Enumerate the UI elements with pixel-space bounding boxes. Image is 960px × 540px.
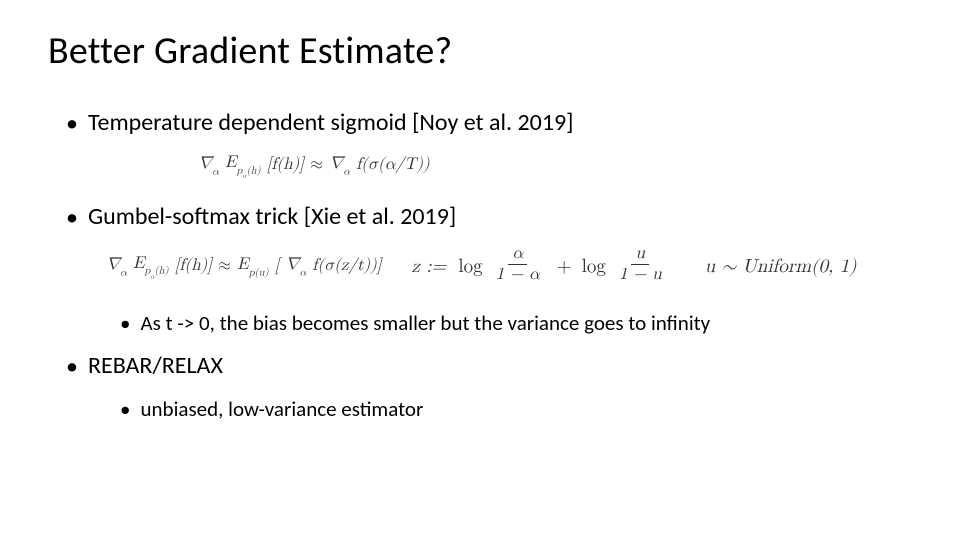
bullet-text: Gumbel-softmax trick [Xie et al. 2019]	[88, 202, 456, 231]
formula-sigmoid: ∇α Epα(h) [f(h)] ≈ ∇α f(σ(α/T))	[48, 153, 912, 178]
bullet-rebar-note: • unbiased, low-variance estimator	[120, 396, 912, 423]
bullet-gumbel-note: • As t -> 0, the bias becomes smaller bu…	[120, 310, 912, 337]
bullet-dot-icon: •	[66, 108, 78, 139]
formula-z-definition: z := log α 1 − α + log u 1 − u	[412, 247, 669, 286]
formula-u-definition: u ∼ Uniform(0, 1)	[705, 255, 857, 278]
bullet-dot-icon: •	[66, 202, 78, 233]
bullet-dot-icon: •	[120, 310, 130, 337]
slide-title: Better Gradient Estimate?	[48, 28, 912, 74]
formula-gumbel-gradient: ∇α Epα(h) [f(h)] ≈ Ep(u) [ ∇α f(σ(z/t))]	[106, 254, 382, 279]
bullet-temperature-sigmoid: • Temperature dependent sigmoid [Noy et …	[66, 108, 912, 139]
bullet-dot-icon: •	[66, 351, 78, 382]
bullet-text: unbiased, low-variance estimator	[140, 396, 423, 422]
bullet-rebar-relax: • REBAR/RELAX	[66, 351, 912, 382]
formula-gumbel: ∇α Epα(h) [f(h)] ≈ Ep(u) [ ∇α f(σ(z/t))]…	[48, 247, 912, 286]
slide: Better Gradient Estimate? • Temperature …	[0, 0, 960, 540]
bullet-text: REBAR/RELAX	[88, 351, 223, 380]
bullet-text: As t -> 0, the bias becomes smaller but …	[140, 310, 710, 336]
bullet-gumbel-softmax: • Gumbel-softmax trick [Xie et al. 2019]	[66, 202, 912, 233]
bullet-text: Temperature dependent sigmoid [Noy et al…	[88, 108, 574, 137]
bullet-dot-icon: •	[120, 396, 130, 423]
